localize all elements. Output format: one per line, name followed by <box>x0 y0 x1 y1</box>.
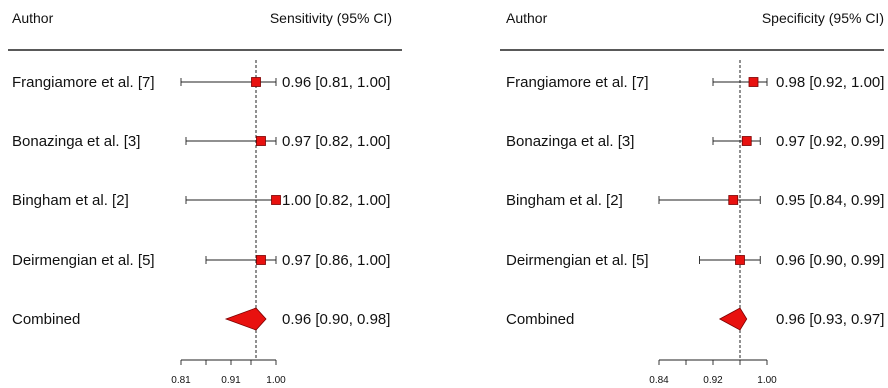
header-author: Author <box>506 10 548 26</box>
estimate-marker <box>256 136 266 146</box>
x-axis-tick-label: 0.91 <box>221 375 241 386</box>
x-axis-tick-label: 0.92 <box>703 375 723 386</box>
study-ci-text: 0.95 [0.84, 0.99] <box>776 192 884 209</box>
study-label: Deirmengian et al. [5] <box>506 252 649 269</box>
x-axis-tick-label: 1.00 <box>757 375 777 386</box>
study-ci-text: 0.98 [0.92, 1.00] <box>776 74 884 91</box>
study-ci-text: 1.00 [0.82, 1.00] <box>282 192 390 209</box>
study-label: Frangiamore et al. [7] <box>12 74 155 91</box>
combined-ci-text: 0.96 [0.93, 0.97] <box>776 311 884 328</box>
estimate-marker <box>256 255 266 265</box>
combined-diamond <box>718 307 748 331</box>
study-label: Bingham et al. [2] <box>506 192 623 209</box>
estimate-marker <box>741 136 752 146</box>
header-estimate: Specificity (95% CI) <box>762 10 884 26</box>
study-label: Bonazinga et al. [3] <box>506 133 634 150</box>
study-ci-text: 0.96 [0.90, 0.99] <box>776 252 884 269</box>
study-label: Bingham et al. [2] <box>12 192 129 209</box>
combined-label: Combined <box>12 311 80 328</box>
study-label: Deirmengian et al. [5] <box>12 252 155 269</box>
sensitivity-panel: Author Sensitivity (95% CI) Frangiamore et… <box>8 10 402 386</box>
study-label: Frangiamore et al. [7] <box>506 74 649 91</box>
study-ci-text: 0.97 [0.92, 0.99] <box>776 133 884 150</box>
combined-label: Combined <box>506 311 574 328</box>
specificity-panel: Author Specificity (95% CI) Frangiamore et… <box>500 10 884 386</box>
estimate-marker <box>251 77 261 87</box>
estimate-marker <box>748 77 759 87</box>
x-axis-tick-label: 0.84 <box>649 375 669 386</box>
estimate-marker <box>735 255 745 265</box>
combined-diamond <box>224 307 267 331</box>
study-ci-text: 0.97 [0.82, 1.00] <box>282 133 390 150</box>
estimate-marker <box>728 195 739 205</box>
study-ci-text: 0.97 [0.86, 1.00] <box>282 252 390 269</box>
study-ci-text: 0.96 [0.81, 1.00] <box>282 74 390 91</box>
combined-ci-text: 0.96 [0.90, 0.98] <box>282 311 390 328</box>
study-label: Bonazinga et al. [3] <box>12 133 140 150</box>
x-axis-tick-label: 1.00 <box>266 375 286 386</box>
header-estimate: Sensitivity (95% CI) <box>270 10 392 26</box>
header-author: Author <box>12 10 54 26</box>
estimate-marker <box>271 195 281 205</box>
x-axis-tick-label: 0.81 <box>171 375 191 386</box>
